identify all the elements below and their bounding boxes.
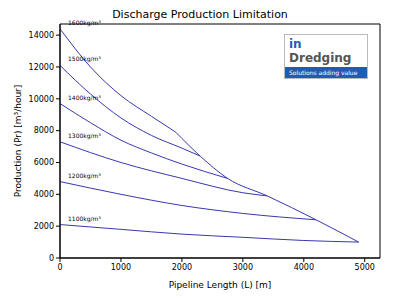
svg-text:4000: 4000 xyxy=(294,263,314,272)
svg-text:10000: 10000 xyxy=(29,95,54,104)
svg-text:1300kg/m³: 1300kg/m³ xyxy=(68,132,101,140)
svg-text:1400kg/m³: 1400kg/m³ xyxy=(68,94,101,102)
html-text:Discharge Production Limitatio: Discharge Production Limitation xyxy=(112,8,288,21)
svg-text:6000: 6000 xyxy=(34,158,54,167)
svg-text:3000: 3000 xyxy=(233,263,253,272)
svg-text:1600kg/m³: 1600kg/m³ xyxy=(68,19,101,27)
svg-text:1000: 1000 xyxy=(111,263,131,272)
svg-text:1200kg/m³: 1200kg/m³ xyxy=(68,172,101,180)
html-text:Dredging: Dredging xyxy=(289,51,352,65)
svg-text:2000: 2000 xyxy=(34,222,54,231)
svg-text:Production (Pr) [m³/hour]: Production (Pr) [m³/hour] xyxy=(13,85,23,198)
html-text:Solutions adding value: Solutions adding value xyxy=(289,69,358,76)
svg-text:4000: 4000 xyxy=(34,190,54,199)
html-text:in: in xyxy=(289,37,302,51)
svg-text:1500kg/m³: 1500kg/m³ xyxy=(68,55,101,63)
svg-text:1100kg/m³: 1100kg/m³ xyxy=(68,215,101,223)
svg-text:Pipeline Length (L) [m]: Pipeline Length (L) [m] xyxy=(169,280,272,290)
svg-text:5000: 5000 xyxy=(355,263,375,272)
svg-text:8000: 8000 xyxy=(34,126,54,135)
svg-text:14000: 14000 xyxy=(29,31,54,40)
svg-text:0: 0 xyxy=(57,263,62,272)
svg-text:0: 0 xyxy=(49,254,54,263)
svg-text:12000: 12000 xyxy=(29,63,54,72)
svg-text:2000: 2000 xyxy=(172,263,192,272)
